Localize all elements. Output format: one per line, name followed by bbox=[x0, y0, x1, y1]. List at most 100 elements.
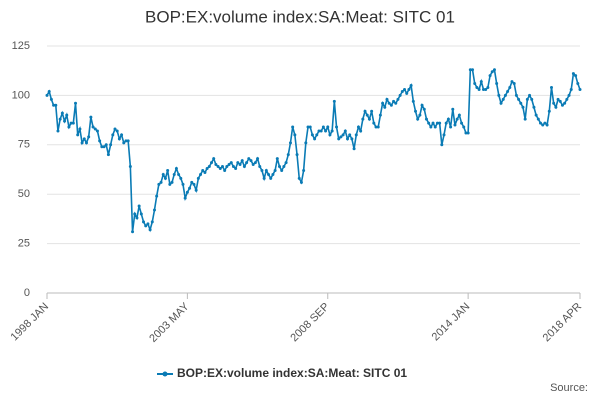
x-tick-label: 2014 JAN bbox=[430, 301, 473, 344]
point bbox=[455, 117, 459, 121]
point bbox=[179, 176, 183, 180]
point bbox=[514, 93, 518, 97]
point bbox=[111, 133, 115, 137]
point bbox=[440, 143, 444, 147]
point bbox=[576, 82, 580, 86]
point bbox=[262, 176, 266, 180]
point bbox=[385, 97, 389, 101]
point bbox=[128, 165, 132, 169]
point bbox=[71, 121, 75, 125]
point bbox=[249, 159, 253, 163]
point bbox=[356, 125, 360, 129]
point bbox=[84, 141, 88, 145]
point bbox=[139, 212, 143, 216]
point bbox=[545, 123, 549, 127]
point bbox=[146, 222, 150, 226]
point bbox=[106, 153, 110, 157]
point bbox=[413, 109, 417, 113]
point bbox=[220, 165, 224, 169]
point bbox=[365, 113, 369, 117]
point bbox=[343, 129, 347, 133]
point bbox=[45, 93, 49, 97]
point bbox=[280, 168, 284, 172]
point bbox=[453, 123, 457, 127]
point bbox=[339, 135, 343, 139]
point bbox=[192, 182, 196, 186]
point bbox=[67, 125, 71, 129]
point bbox=[501, 97, 505, 101]
point bbox=[484, 87, 488, 91]
point bbox=[547, 109, 551, 113]
point bbox=[497, 93, 501, 97]
point bbox=[214, 163, 218, 167]
point bbox=[433, 125, 437, 129]
point bbox=[460, 121, 464, 125]
point bbox=[256, 157, 260, 161]
point bbox=[144, 224, 148, 228]
point bbox=[278, 165, 282, 169]
point bbox=[359, 129, 363, 133]
point bbox=[56, 129, 60, 133]
point bbox=[387, 101, 391, 105]
point bbox=[98, 139, 102, 143]
point bbox=[473, 82, 477, 86]
point bbox=[210, 161, 214, 165]
x-tick-label: 1998 JAN bbox=[9, 301, 52, 344]
point bbox=[381, 101, 385, 105]
point bbox=[549, 85, 553, 89]
point bbox=[269, 176, 273, 180]
point bbox=[376, 125, 380, 129]
y-tick-label: 25 bbox=[18, 238, 30, 250]
point bbox=[258, 165, 262, 169]
point bbox=[63, 119, 67, 123]
point bbox=[295, 153, 299, 157]
point bbox=[444, 121, 448, 125]
x-tick-label: 2003 MAY bbox=[147, 300, 192, 345]
point bbox=[170, 180, 174, 184]
point bbox=[475, 85, 479, 89]
point bbox=[389, 103, 393, 107]
point bbox=[405, 91, 409, 95]
point bbox=[407, 87, 411, 91]
point bbox=[403, 87, 407, 91]
point bbox=[172, 172, 176, 176]
point bbox=[113, 127, 117, 131]
point bbox=[174, 167, 178, 171]
point bbox=[282, 165, 286, 169]
point bbox=[236, 161, 240, 165]
point bbox=[313, 137, 317, 141]
point bbox=[231, 165, 235, 169]
point bbox=[293, 133, 297, 137]
y-tick-label: 50 bbox=[18, 188, 30, 200]
point bbox=[350, 137, 354, 141]
point bbox=[100, 145, 104, 149]
point bbox=[411, 99, 415, 103]
point bbox=[291, 125, 295, 129]
point bbox=[560, 103, 564, 107]
point bbox=[267, 172, 271, 176]
point bbox=[82, 137, 86, 141]
point bbox=[488, 74, 492, 78]
point bbox=[558, 99, 562, 103]
point bbox=[163, 176, 167, 180]
legend-marker bbox=[162, 371, 168, 377]
point bbox=[271, 172, 275, 176]
point bbox=[438, 121, 442, 125]
point bbox=[245, 161, 249, 165]
point bbox=[205, 167, 209, 171]
point bbox=[148, 228, 152, 232]
point bbox=[392, 99, 396, 103]
point bbox=[315, 133, 319, 137]
point bbox=[310, 133, 314, 137]
point bbox=[137, 204, 141, 208]
point bbox=[264, 168, 268, 172]
point bbox=[251, 163, 255, 167]
point bbox=[135, 216, 139, 220]
point bbox=[93, 127, 97, 131]
point bbox=[348, 133, 352, 137]
point bbox=[190, 180, 194, 184]
point bbox=[284, 161, 288, 165]
point bbox=[479, 80, 483, 84]
point bbox=[194, 188, 198, 192]
point bbox=[74, 101, 78, 105]
